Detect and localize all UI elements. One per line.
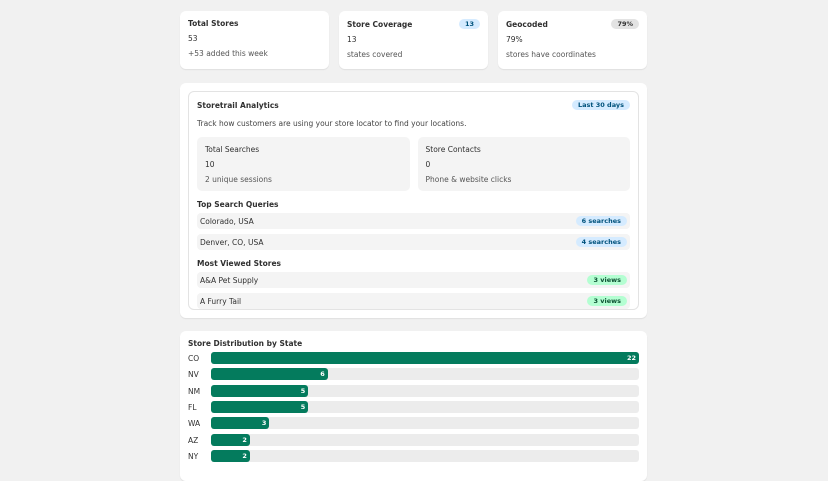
query-label: Colorado, USA	[200, 216, 254, 226]
bar-value: 5	[300, 386, 306, 395]
description: Track how customers are using your store…	[197, 119, 467, 128]
query-item: Colorado, USA 6 searches	[197, 213, 630, 229]
badge: 3 views	[587, 275, 627, 285]
bar-track: 2	[211, 433, 639, 446]
stat-note: states covered	[347, 50, 403, 59]
stat-title: Geocoded	[506, 19, 548, 29]
bar-value: 22	[626, 354, 636, 362]
stat-note: stores have coordinates	[506, 50, 596, 59]
bar-row: CO 22	[188, 352, 639, 365]
stat-value: 13	[347, 35, 357, 44]
metric-value: 0	[425, 160, 431, 169]
bar-value: 3	[261, 419, 267, 428]
stat-card: Geocoded 79% 79% stores have coordinates	[498, 11, 647, 69]
bar-track: 6	[211, 368, 639, 381]
bar: 5	[211, 400, 309, 413]
bar-row: NY 2	[188, 449, 639, 463]
bar: 2	[211, 449, 250, 462]
state-label: NM	[188, 386, 201, 396]
metric-value: 10	[205, 160, 215, 169]
bar-value: 2	[242, 451, 247, 460]
bar: 3	[211, 417, 270, 430]
bar-track: 22	[211, 352, 639, 364]
metric-card: Total Searches 10 2 unique sessions	[197, 137, 410, 191]
stat-value: 53	[188, 34, 198, 43]
bar-row: FL 5	[188, 400, 639, 414]
bar: 6	[211, 368, 328, 381]
analytics-card: Storetrail Analytics Last 30 days Track h…	[180, 83, 647, 318]
store-label: A&A Pet Supply	[200, 275, 259, 285]
badge: 6 searches	[575, 216, 627, 226]
stat-value: 79%	[506, 35, 523, 44]
metric-title: Total Searches	[205, 145, 260, 154]
badge: 3 views	[587, 296, 627, 306]
section-title: Top Search Queries	[197, 200, 279, 209]
bar-track: 5	[211, 384, 639, 397]
stat-card: Store Coverage 13 13 states covered	[339, 11, 488, 69]
distribution-card: Store Distribution by State CO 22 NV 6 NM 5 FL…	[180, 331, 647, 481]
bar-row: AZ 2	[188, 433, 639, 447]
state-label: FL	[188, 402, 197, 412]
stat-title: Total Stores	[188, 19, 239, 28]
metric-note: 2 unique sessions	[205, 175, 272, 184]
bar-track: 3	[211, 417, 639, 430]
analytics-panel: Storetrail Analytics Last 30 days Track h…	[188, 91, 639, 310]
section-title: Most Viewed Stores	[197, 259, 281, 268]
metrics: Total Searches 10 2 unique sessions Stor…	[197, 137, 630, 191]
stat-title: Store Coverage	[347, 19, 413, 29]
metric-note: Phone & website clicks	[425, 175, 512, 184]
bar-value: 6	[320, 370, 325, 379]
stat-note: +53 added this week	[188, 49, 268, 58]
state-label: WA	[188, 419, 201, 429]
badge: Last 30 days	[571, 100, 630, 110]
page: Total Stores 53 +53 added this week Stor…	[180, 11, 647, 481]
bar-value: 2	[242, 435, 247, 444]
state-label: NV	[188, 370, 199, 380]
analytics-title: Storetrail Analytics	[197, 100, 279, 110]
badge: 79%	[611, 19, 639, 29]
state-label: NY	[188, 451, 199, 461]
stat-card: Total Stores 53 +53 added this week	[180, 11, 329, 69]
badge: 13	[458, 19, 480, 29]
bar-value: 5	[300, 402, 306, 411]
distribution-title: Store Distribution by State	[188, 339, 303, 348]
metric-title: Store Contacts	[425, 145, 481, 154]
metric-card: Store Contacts 0 Phone & website clicks	[417, 137, 630, 191]
store-label: A Furry Tail	[200, 296, 242, 306]
query-item: Denver, CO, USA 4 searches	[197, 234, 630, 250]
bar: 22	[211, 352, 639, 364]
bar: 5	[211, 384, 309, 397]
query-label: Denver, CO, USA	[200, 237, 264, 247]
bar-row: NV 6	[188, 368, 639, 381]
store-item: A Furry Tail 3 views	[197, 293, 630, 309]
bar-row: NM 5	[188, 384, 639, 398]
bar-row: WA 3	[188, 417, 639, 430]
state-label: CO	[188, 354, 200, 363]
bar-track: 5	[211, 400, 639, 413]
bar: 2	[211, 433, 250, 446]
badge: 4 searches	[575, 237, 627, 247]
bar-track: 2	[211, 449, 639, 462]
store-item: A&A Pet Supply 3 views	[197, 272, 630, 288]
state-label: AZ	[188, 435, 199, 445]
